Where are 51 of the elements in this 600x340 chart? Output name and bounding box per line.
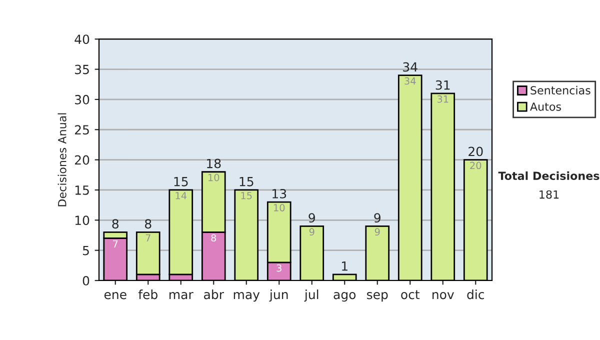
total-label: 8 — [144, 219, 152, 229]
x-tick-label: mar — [170, 292, 194, 300]
data-label: 31 — [437, 95, 448, 103]
y-tick-label: 25 — [74, 125, 89, 135]
y-tick-label: 40 — [74, 34, 90, 44]
y-tick-label: 20 — [74, 155, 90, 165]
data-label: 34 — [404, 77, 416, 85]
total-label: 20 — [468, 146, 483, 156]
data-label: 9 — [374, 228, 380, 236]
total-label: 15 — [174, 177, 188, 186]
text: Total Decisiones — [498, 171, 600, 180]
x-tick-label: jun — [269, 290, 288, 302]
y-tick-label: 35 — [75, 64, 89, 74]
total-label: 34 — [403, 62, 418, 72]
y-tick-label: 30 — [75, 94, 90, 104]
x-tick-label: abr — [204, 290, 224, 300]
total-label: 1 — [342, 262, 348, 271]
total-label: 8 — [112, 219, 118, 229]
data-label: 20 — [470, 162, 482, 170]
y-tick-label: 5 — [82, 246, 89, 256]
total-label: 15 — [240, 177, 254, 186]
legend-label: Autos — [530, 102, 561, 111]
x-tick-label: feb — [138, 290, 158, 300]
total-label: 31 — [436, 80, 450, 90]
data-label: 7 — [113, 240, 118, 248]
x-tick-label: sep — [366, 292, 388, 302]
data-label: 8 — [211, 234, 216, 242]
x-tick-label: oct — [401, 290, 420, 300]
y-tick-label: 10 — [75, 216, 90, 226]
x-tick-label: may — [234, 292, 260, 302]
total-label: 9 — [374, 213, 380, 223]
y-tick-label: 15 — [75, 186, 89, 195]
total-label: 9 — [308, 213, 315, 223]
data-label: 10 — [208, 174, 220, 182]
x-tick-label: ene — [104, 292, 126, 300]
data-label: 15 — [241, 192, 252, 200]
data-label: 7 — [146, 234, 150, 242]
x-tick-label: dic — [467, 290, 484, 300]
y-tick-label: 0 — [82, 276, 90, 286]
data-label: 9 — [309, 228, 314, 236]
text: 181 — [540, 190, 559, 199]
total-label: 13 — [272, 188, 286, 198]
legend-label: Sentencias — [530, 86, 590, 95]
x-tick-label: jul — [304, 290, 318, 302]
data-label: 14 — [176, 192, 187, 200]
total-label: 18 — [207, 158, 221, 168]
data-label: 3 — [276, 264, 282, 272]
y-axis-title: Decisiones Anual — [58, 113, 66, 206]
data-label: 10 — [274, 204, 285, 212]
x-tick-label: nov — [432, 292, 454, 300]
x-tick-label: ago — [334, 292, 356, 302]
